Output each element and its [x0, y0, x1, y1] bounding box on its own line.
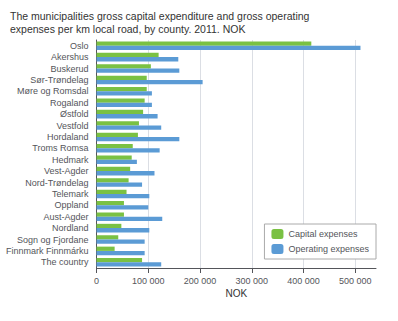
svg-text:Telemark: Telemark — [52, 189, 89, 199]
svg-text:500 000: 500 000 — [339, 276, 372, 286]
svg-text:300 000: 300 000 — [236, 276, 269, 286]
svg-text:0: 0 — [94, 276, 99, 286]
svg-text:Møre og Romsdal: Møre og Romsdal — [17, 86, 89, 96]
svg-text:Sogn og Fjordane: Sogn og Fjordane — [17, 235, 89, 245]
svg-text:Østfold: Østfold — [60, 109, 89, 119]
svg-text:Rogaland: Rogaland — [50, 98, 89, 108]
svg-text:Operating expenses: Operating expenses — [288, 244, 369, 254]
svg-text:Akershus: Akershus — [51, 52, 89, 62]
svg-text:Buskerud: Buskerud — [50, 64, 88, 74]
svg-text:Troms Romsa: Troms Romsa — [32, 143, 88, 153]
svg-text:The country: The country — [41, 257, 89, 267]
svg-text:100 000: 100 000 — [132, 276, 165, 286]
svg-text:Capital expenses: Capital expenses — [288, 229, 358, 239]
svg-text:expenses per km local road, by: expenses per km local road, by county. 2… — [10, 23, 245, 35]
svg-text:200 000: 200 000 — [184, 276, 217, 286]
svg-text:Oslo: Oslo — [70, 41, 89, 51]
svg-text:Nord-Trøndelag: Nord-Trøndelag — [25, 178, 88, 188]
svg-text:Nordland: Nordland — [52, 223, 89, 233]
svg-text:The municipalities gross capit: The municipalities gross capital expendi… — [10, 10, 310, 22]
svg-text:Vest-Agder: Vest-Agder — [44, 166, 89, 176]
svg-text:Vestfold: Vestfold — [56, 121, 88, 131]
svg-text:Sør-Trøndelag: Sør-Trøndelag — [30, 75, 88, 85]
svg-text:Hedmark: Hedmark — [52, 155, 89, 165]
svg-text:NOK: NOK — [225, 288, 247, 299]
svg-text:400 000: 400 000 — [287, 276, 320, 286]
svg-text:Hordaland: Hordaland — [47, 132, 89, 142]
svg-text:Aust-Agder: Aust-Agder — [43, 212, 88, 222]
svg-text:Oppland: Oppland — [54, 200, 88, 210]
svg-text:Finnmark Finnmárku: Finnmark Finnmárku — [6, 246, 89, 256]
